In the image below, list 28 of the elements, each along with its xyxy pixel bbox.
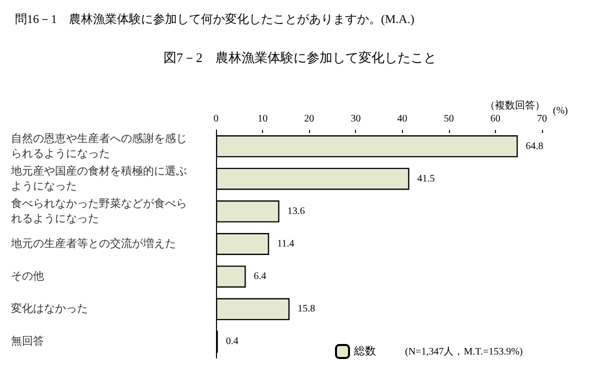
data-label: 13.6: [287, 206, 305, 217]
x-tick-label: 50: [444, 114, 454, 124]
data-label: 11.4: [277, 238, 294, 250]
y-tick-label: 自然の恩恵や生産者への感謝を感じられるようになった: [11, 132, 187, 160]
y-tick-label: 食べられなかった野菜などが食べられるようになった: [11, 196, 187, 225]
text: （複数回答）: [485, 100, 545, 112]
y-tick-label: 地元の生産者等との交流が増えた: [10, 237, 176, 250]
x-tick-label: 70: [537, 114, 547, 124]
chart-subtitle: 図7－2 農林漁業体験に参加して変化したこと: [164, 50, 436, 65]
x-tick-label: 10: [258, 114, 268, 124]
y-tick-label: 変化はなかった: [11, 302, 88, 316]
y-tick-label: 地元産や国産の食材を積極的に選ぶようになった: [10, 164, 187, 192]
y-tick-label: 無回答: [11, 336, 44, 348]
data-label: 6.4: [254, 271, 266, 282]
x-tick-label: 20: [304, 114, 314, 124]
x-tick-label: 40: [397, 114, 408, 124]
data-label: 15.8: [298, 304, 316, 315]
x-axis-title: (%): [552, 106, 568, 116]
data-label: 64.8: [526, 140, 544, 152]
x-tick-label: 30: [350, 114, 361, 124]
legend-label: 総数: [353, 346, 376, 358]
annotation: (N=1,347人，M.T.=153.9%): [405, 346, 523, 358]
data-label: 41.5: [417, 173, 435, 184]
data-label: 0.4: [226, 336, 238, 348]
x-tick-label: 0: [214, 114, 218, 124]
x-tick-label: 60: [490, 114, 500, 124]
y-tick-label: その他: [11, 270, 44, 283]
chart-title: 問16－1 農林漁業体験に参加して何か変化したことがありますか。(M.A.): [15, 12, 414, 26]
